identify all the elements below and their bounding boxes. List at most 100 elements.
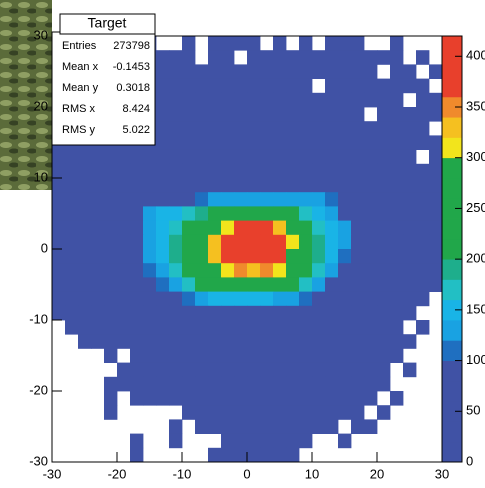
cell [130, 206, 144, 221]
cell [403, 149, 417, 165]
cell [338, 206, 352, 221]
cell [130, 376, 144, 392]
cell [429, 135, 443, 150]
cell [195, 348, 209, 363]
cell [338, 376, 352, 392]
cell [221, 433, 235, 449]
cell [377, 362, 391, 378]
cell [325, 405, 339, 420]
cell [312, 334, 326, 349]
cell [312, 419, 326, 434]
cell [364, 277, 378, 292]
cell [364, 121, 378, 136]
cell [377, 135, 391, 150]
cell [377, 320, 391, 335]
cell [104, 178, 118, 193]
cell [403, 206, 417, 221]
cell [312, 249, 326, 264]
colorbar-band [442, 76, 462, 98]
cell [338, 362, 352, 378]
cell [260, 92, 274, 108]
cell [182, 249, 196, 264]
cell [247, 419, 261, 434]
cell [299, 305, 313, 321]
cell [182, 107, 196, 122]
cell [299, 64, 313, 79]
cell [286, 405, 300, 420]
cell [130, 291, 144, 307]
cell [338, 107, 352, 122]
cell [429, 149, 443, 165]
cell [325, 64, 339, 79]
cell [312, 305, 326, 321]
cell [247, 50, 261, 65]
cell [117, 234, 131, 250]
cell [377, 50, 391, 65]
x-tick-label: -30 [43, 466, 62, 481]
cell [286, 348, 300, 363]
cell [273, 405, 287, 420]
cell [325, 78, 339, 94]
cell [429, 107, 443, 122]
cell [351, 64, 365, 79]
cell [104, 249, 118, 264]
cell [338, 433, 352, 449]
colorbar-band [442, 401, 462, 422]
cell [260, 206, 274, 221]
cell [325, 334, 339, 349]
colorbar-band [442, 380, 462, 402]
cell [338, 149, 352, 165]
cell [390, 135, 404, 150]
cell [364, 163, 378, 179]
cell [260, 234, 274, 250]
cell [351, 362, 365, 378]
cell [52, 263, 66, 278]
cell [221, 192, 235, 207]
colorbar-band [442, 198, 462, 219]
cell [351, 263, 365, 278]
cell [169, 50, 183, 65]
cell [195, 320, 209, 335]
cell [104, 391, 118, 406]
cell [234, 135, 248, 150]
cell [247, 149, 261, 165]
cell [286, 433, 300, 449]
cell [325, 263, 339, 278]
cell [312, 64, 326, 79]
cell [273, 249, 287, 264]
cell [65, 277, 79, 292]
cell [143, 206, 157, 221]
cell [429, 206, 443, 221]
cell [273, 234, 287, 250]
cell [65, 220, 79, 236]
cell [364, 149, 378, 165]
cell [221, 362, 235, 378]
cell [104, 149, 118, 165]
cell [208, 391, 222, 406]
cell [403, 305, 417, 321]
cell [325, 305, 339, 321]
cell [182, 64, 196, 79]
cell [260, 291, 274, 307]
cell [299, 234, 313, 250]
cell [221, 107, 235, 122]
cell [221, 64, 235, 79]
cell [247, 107, 261, 122]
cell [364, 64, 378, 79]
cell [91, 334, 105, 349]
cell [403, 107, 417, 122]
cell [78, 263, 92, 278]
cell [221, 348, 235, 363]
cell [195, 64, 209, 79]
cell [208, 192, 222, 207]
cell [221, 36, 235, 51]
y-tick-label: -20 [29, 382, 48, 397]
cell [403, 220, 417, 236]
cell [169, 334, 183, 349]
cell [299, 36, 313, 51]
cell [221, 78, 235, 94]
cell [143, 234, 157, 250]
cell [65, 263, 79, 278]
cell [403, 334, 417, 349]
cell [338, 334, 352, 349]
